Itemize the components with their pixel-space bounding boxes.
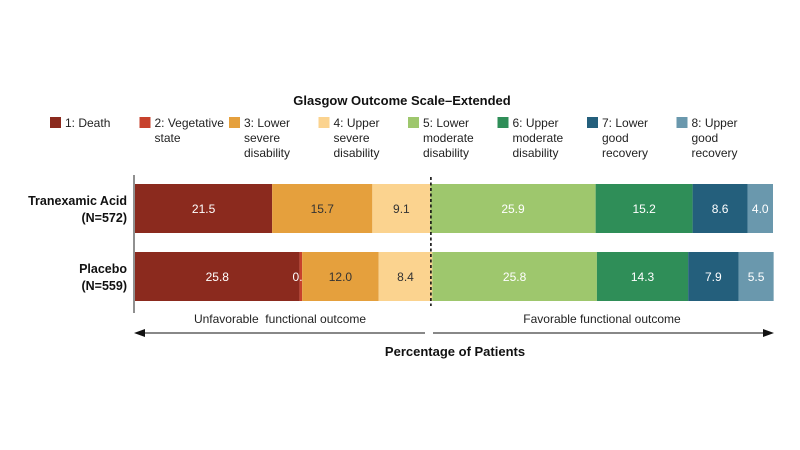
- bar-segment: [299, 252, 303, 301]
- bar-value-label: 9.1: [393, 202, 410, 216]
- bar-segment: [135, 252, 300, 301]
- bar-segment: [432, 252, 597, 301]
- bar-segment: [596, 252, 689, 301]
- legend-label: 5: Lower moderate disability: [423, 116, 474, 160]
- legend: 1: Death 2: Vegetative state 3: Lower severe…: [50, 116, 738, 160]
- legend-label: 3: Lower severe disability: [244, 116, 290, 160]
- legend-label: 6: Upper moderate disability: [513, 116, 564, 160]
- legend-swatch: [318, 117, 330, 128]
- bar-segment: [372, 184, 431, 233]
- bar-segment: [747, 184, 773, 233]
- legend-swatch: [229, 117, 240, 128]
- bar-segment: [272, 184, 373, 233]
- favorable-arrowhead: [763, 329, 774, 337]
- legend-swatch: [497, 117, 509, 128]
- row-label: Placebo: [79, 262, 127, 276]
- legend-swatch: [408, 117, 419, 128]
- bar-segment: [378, 252, 433, 301]
- bar-segment: [135, 184, 273, 233]
- legend-label: 8: Upper good recovery: [692, 116, 738, 160]
- bar-segment: [692, 184, 748, 233]
- row-label: Tranexamic Acid: [28, 194, 127, 208]
- bar-segment: [595, 184, 693, 233]
- chart-title: Glasgow Outcome Scale–Extended: [293, 93, 511, 108]
- bar-segment: [302, 252, 379, 301]
- bar-value-label: 7.9: [705, 270, 722, 284]
- bar-value-label: 15.2: [632, 202, 656, 216]
- bar-value-label: 12.0: [329, 270, 353, 284]
- row-label-n: (N=559): [81, 279, 127, 293]
- unfavorable-arrowhead: [134, 329, 145, 337]
- bar-value-label: 15.7: [311, 202, 335, 216]
- bar-value-label: 14.3: [631, 270, 655, 284]
- bar-value-label: 8.6: [712, 202, 729, 216]
- bars: 21.5 15.7 9.1 25.9 15.2 8.6 4.025.8 0.4 12.0 8.4 2…: [135, 184, 774, 301]
- bar-value-label: 5.5: [748, 270, 765, 284]
- bar-value-label: 8.4: [397, 270, 414, 284]
- legend-swatch: [50, 117, 61, 128]
- bar-value-label: 4.0: [752, 202, 769, 216]
- row-label-n: (N=572): [81, 211, 127, 225]
- legend-label: 4: Upper severe disability: [334, 116, 380, 160]
- legend-swatch: [676, 117, 688, 128]
- row-labels: Tranexamic Acid (N=572) Placebo (N=559): [28, 194, 127, 293]
- x-axis-label: Percentage of Patients: [385, 344, 525, 359]
- favorable-label: Favorable functional outcome: [523, 312, 681, 326]
- legend-swatch: [587, 117, 598, 128]
- bar-segment: [430, 184, 596, 233]
- bar-value-label: 21.5: [192, 202, 216, 216]
- bar-value-label: 25.8: [503, 270, 527, 284]
- bar-value-label: 25.9: [501, 202, 525, 216]
- bar-segment: [688, 252, 739, 301]
- unfavorable-label: Unfavorable functional outcome: [194, 312, 366, 326]
- legend-label: 7: Lower good recovery: [602, 116, 648, 160]
- legend-label: 2: Vegetative state: [155, 116, 225, 145]
- legend-label: 1: Death: [65, 116, 110, 130]
- outcome-annotations: Unfavorable functional outcome Favorable…: [134, 312, 774, 337]
- bar-segment: [738, 252, 774, 301]
- bar-value-label: 25.8: [206, 270, 230, 284]
- legend-swatch: [139, 117, 151, 128]
